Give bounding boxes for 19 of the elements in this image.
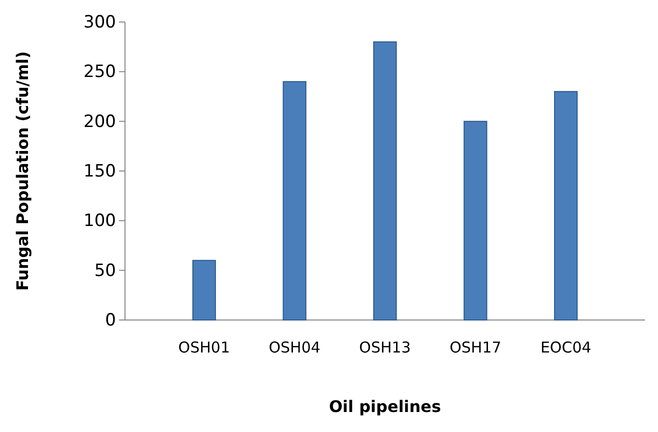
y-tick-label: 0 xyxy=(105,310,116,330)
bar xyxy=(373,41,397,320)
x-tick-label: OSH13 xyxy=(359,338,411,357)
y-tick-label: 150 xyxy=(84,161,116,182)
y-tick-label: 300 xyxy=(84,12,116,32)
y-tick-label: 50 xyxy=(94,260,116,281)
y-axis-title: Fungal Population (cfu/ml) xyxy=(13,51,32,291)
x-tick-label: OSH01 xyxy=(178,338,230,357)
bar xyxy=(192,260,216,320)
x-tick-label: EOC04 xyxy=(540,338,592,357)
bar xyxy=(554,91,578,320)
x-tick-label: OSH04 xyxy=(268,338,320,357)
x-axis-title: Oil pipelines xyxy=(328,397,442,416)
y-tick-label: 200 xyxy=(84,112,116,132)
bar xyxy=(282,81,306,320)
x-tick-label: OSH17 xyxy=(450,338,502,357)
y-tick-label: 250 xyxy=(84,62,116,82)
bar xyxy=(464,120,488,320)
y-tick-label: 100 xyxy=(84,211,116,232)
